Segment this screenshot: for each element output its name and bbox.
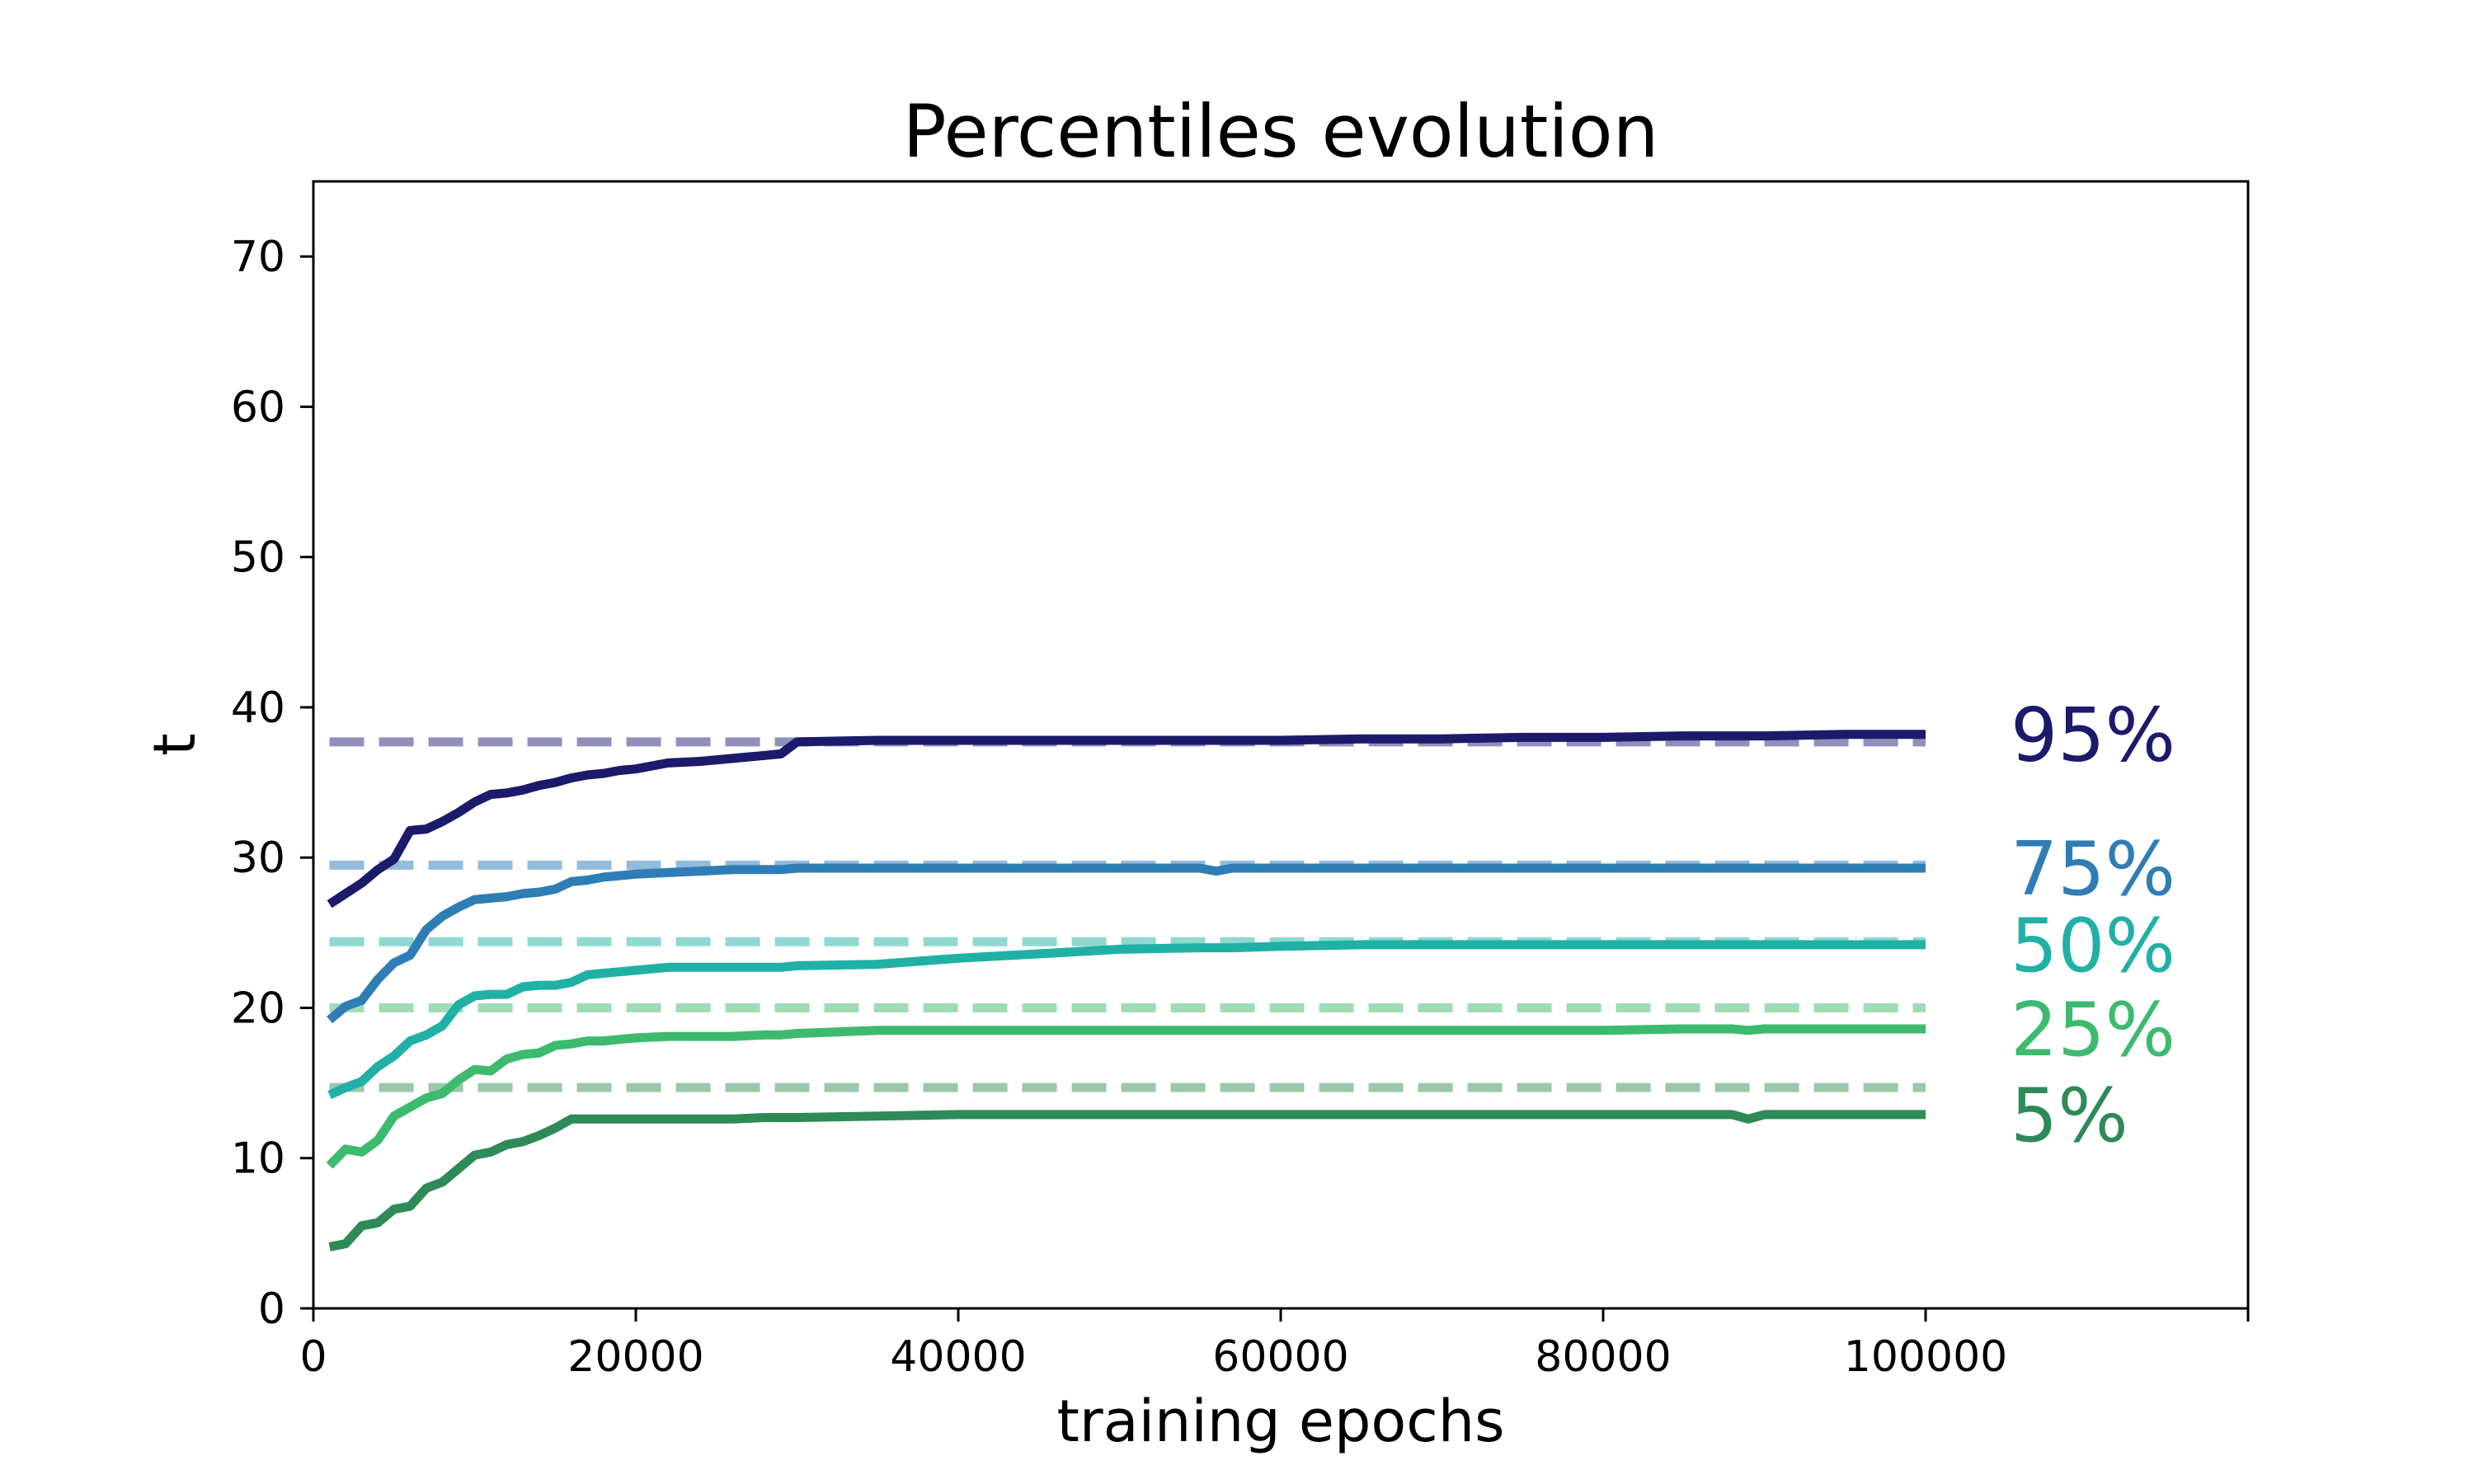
x-tick-label: 60000 <box>1212 1332 1348 1382</box>
series-label-75-percentile: 75% <box>2011 826 2175 913</box>
y-tick-label: 30 <box>231 834 285 883</box>
y-tick-label: 50 <box>231 533 285 583</box>
y-tick-label: 10 <box>231 1134 285 1184</box>
y-tick-label: 60 <box>231 383 285 432</box>
series-labels: 95% 75%50%25%5% <box>2011 693 2175 1159</box>
series-line-5-percentile <box>328 1110 1926 1252</box>
y-axis-ticks: 0 10 20 30 40 50 60 70 <box>231 232 313 1334</box>
y-tick-label: 70 <box>231 232 285 282</box>
series-label-25-percentile: 25% <box>2011 987 2175 1073</box>
series-line-95-percentile <box>327 730 1926 909</box>
x-tick-label: 40000 <box>890 1332 1026 1382</box>
y-tick-label: 40 <box>231 683 285 733</box>
x-axis-ticks: 0 20000 40000 60000 80000 100000 <box>299 1308 2250 1382</box>
series-label-5-percentile: 5% <box>2011 1073 2128 1159</box>
reference-lines <box>329 737 1926 1092</box>
x-tick-label: 80000 <box>1535 1332 1671 1382</box>
y-tick-label: 20 <box>231 984 285 1033</box>
series-line-75-percentile <box>327 863 1926 1024</box>
chart-title: Percentiles evolution <box>903 89 1659 174</box>
series-lines <box>326 730 1926 1252</box>
x-tick-label: 0 <box>299 1332 327 1382</box>
y-axis-label: t <box>141 733 209 755</box>
x-tick-label: 100000 <box>1844 1332 2008 1382</box>
series-label-95-percentile: 95% <box>2011 693 2175 779</box>
y-tick-label: 0 <box>258 1284 285 1334</box>
series-line-50-percentile <box>327 940 1926 1100</box>
series-label-50-percentile: 50% <box>2011 903 2175 989</box>
x-tick-label: 20000 <box>567 1332 703 1382</box>
series-line-25-percentile <box>326 1024 1926 1169</box>
x-axis-label: training epochs <box>1056 1388 1504 1455</box>
